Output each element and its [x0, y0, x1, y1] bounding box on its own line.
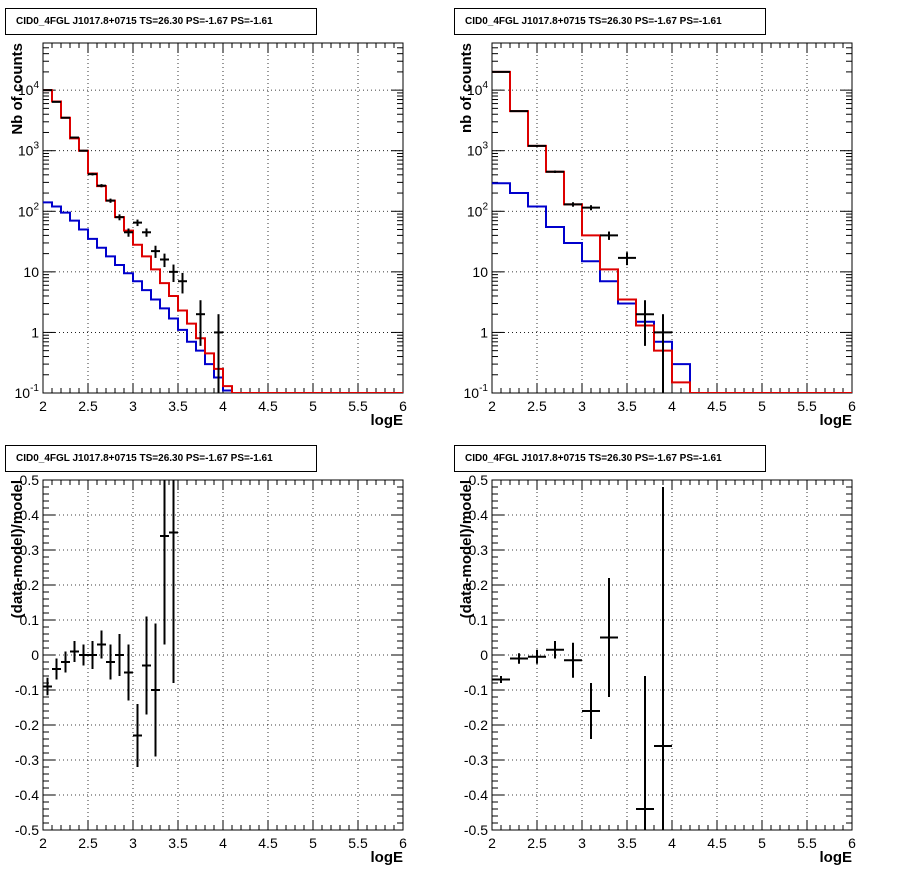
y-tick-label: 0.3 [469, 542, 489, 558]
x-tick-label: 2 [39, 398, 47, 414]
x-tick-label: 3 [129, 398, 137, 414]
y-tick-label: -0.3 [464, 752, 488, 768]
y-tick-label: 0.2 [20, 577, 40, 593]
x-axis-label: logE [820, 849, 853, 866]
x-tick-label: 2.5 [78, 398, 98, 414]
y-tick-label: 102 [18, 201, 40, 219]
x-tick-label: 4 [219, 398, 227, 414]
x-tick-label: 3 [129, 835, 137, 851]
data-layer [43, 89, 403, 393]
x-axis-label: logE [820, 412, 853, 429]
y-tick-label: 1 [31, 324, 39, 340]
x-tick-label: 4 [219, 835, 227, 851]
x-tick-label: 5 [309, 398, 317, 414]
histogram-step-line [492, 70, 852, 393]
top-right-pad: 2 2.5 3 3.5 4 4.5 5 5.5 6 10-1 1 10 102 103 104 logE nb … [449, 0, 898, 437]
x-tick-label: 4 [668, 835, 676, 851]
bottom-left-pad: 2 2.5 3 3.5 4 4.5 5 5.5 6 -0.5 -0.4 -0.3 -0.2 -0.1 0 0.… [0, 437, 449, 875]
x-tick-label: 3.5 [617, 835, 637, 851]
y-tick-label: 0.1 [469, 612, 489, 628]
y-tick-label: 0 [480, 647, 488, 663]
x-tick-label: 3.5 [617, 398, 637, 414]
y-tick-label: -0.5 [15, 822, 39, 838]
y-tick-label: 0 [31, 647, 39, 663]
y-tick-label: 103 [18, 141, 40, 159]
x-tick-label: 6 [399, 835, 407, 851]
y-tick-label: -0.1 [464, 682, 488, 698]
x-tick-label: 5 [309, 835, 317, 851]
x-tick-label: 4.5 [707, 835, 727, 851]
x-tick-label: 2 [39, 835, 47, 851]
y-tick-label: 102 [467, 201, 489, 219]
x-axis-label: logE [371, 849, 404, 866]
x-tick-label: 3.5 [168, 835, 188, 851]
y-tick-label: 0.1 [20, 612, 40, 628]
x-tick-label: 4.5 [258, 835, 278, 851]
y-tick-label: 104 [467, 80, 489, 98]
pad-title: CID0_4FGL J1017.8+0715 TS=26.30 PS=-1.67… [5, 445, 317, 472]
x-tick-label: 2.5 [78, 835, 98, 851]
x-tick-label: 3 [578, 835, 586, 851]
data-layer [492, 487, 672, 830]
x-tick-label: 3 [578, 398, 586, 414]
y-tick-label: -0.3 [15, 752, 39, 768]
pad-title: CID0_4FGL J1017.8+0715 TS=26.30 PS=-1.67… [5, 8, 317, 35]
pad-title: CID0_4FGL J1017.8+0715 TS=26.30 PS=-1.67… [454, 8, 766, 35]
pad-title: CID0_4FGL J1017.8+0715 TS=26.30 PS=-1.67… [454, 445, 766, 472]
counts-plot-right: 2 2.5 3 3.5 4 4.5 5 5.5 6 10-1 1 10 102 103 104 logE nb … [458, 42, 856, 429]
bottom-right-pad: 2 2.5 3 3.5 4 4.5 5 5.5 6 -0.5 -0.4 -0.3 -0.2 -0.1 0 0.… [449, 437, 898, 875]
y-tick-label: -0.1 [15, 682, 39, 698]
y-tick-label: 0.4 [20, 507, 40, 523]
histogram-step-line [43, 201, 403, 393]
y-tick-label: 1 [480, 324, 488, 340]
x-tick-label: 2.5 [527, 398, 547, 414]
y-axis-label: (data-model)/model [9, 480, 26, 618]
x-tick-label: 4.5 [258, 398, 278, 414]
y-tick-label: 0.4 [469, 507, 489, 523]
y-tick-label: 0.5 [469, 472, 489, 488]
top-left-pad: 2 2.5 3 3.5 4 4.5 5 5.5 6 10-1 1 10 102 103 104 logE Nb … [0, 0, 449, 437]
y-tick-label: 10 [23, 264, 39, 280]
y-tick-label: 0.3 [20, 542, 40, 558]
x-tick-label: 4.5 [707, 398, 727, 414]
x-tick-label: 5.5 [797, 835, 817, 851]
x-tick-label: 5.5 [348, 835, 368, 851]
y-tick-label: 10 [472, 264, 488, 280]
y-tick-label: 104 [18, 80, 40, 98]
data-layer [492, 70, 852, 393]
x-tick-label: 5 [758, 835, 766, 851]
x-tick-label: 6 [848, 835, 856, 851]
x-tick-label: 5 [758, 398, 766, 414]
x-axis-label: logE [371, 412, 404, 429]
y-axis-label: nb of counts [458, 43, 475, 133]
x-tick-label: 6 [848, 398, 856, 414]
y-tick-label: -0.5 [464, 822, 488, 838]
y-tick-label: 10-1 [464, 383, 489, 401]
y-tick-label: -0.2 [464, 717, 488, 733]
y-axis-label: Nb of counts [9, 43, 26, 135]
x-tick-label: 2.5 [527, 835, 547, 851]
y-tick-label: 0.5 [20, 472, 40, 488]
x-tick-label: 2 [488, 398, 496, 414]
y-tick-label: -0.4 [15, 787, 39, 803]
x-tick-label: 2 [488, 835, 496, 851]
x-tick-label: 6 [399, 398, 407, 414]
x-tick-label: 4 [668, 398, 676, 414]
y-tick-label: 10-1 [15, 383, 40, 401]
plot-frame [42, 42, 404, 394]
residual-plot-right: 2 2.5 3 3.5 4 4.5 5 5.5 6 -0.5 -0.4 -0.3 -0.2 -0.1 0 0.… [458, 472, 856, 866]
y-tick-label: -0.2 [15, 717, 39, 733]
y-tick-label: 103 [467, 141, 489, 159]
y-tick-label: -0.4 [464, 787, 488, 803]
data-layer [43, 480, 178, 767]
counts-plot-left: 2 2.5 3 3.5 4 4.5 5 5.5 6 10-1 1 10 102 103 104 logE Nb … [9, 42, 407, 429]
x-tick-label: 5.5 [797, 398, 817, 414]
y-tick-label: 0.2 [469, 577, 489, 593]
y-axis-label: (data-model)/model [458, 480, 475, 618]
x-tick-label: 5.5 [348, 398, 368, 414]
residual-plot-left: 2 2.5 3 3.5 4 4.5 5 5.5 6 -0.5 -0.4 -0.3 -0.2 -0.1 0 0.… [9, 472, 407, 866]
x-tick-label: 3.5 [168, 398, 188, 414]
